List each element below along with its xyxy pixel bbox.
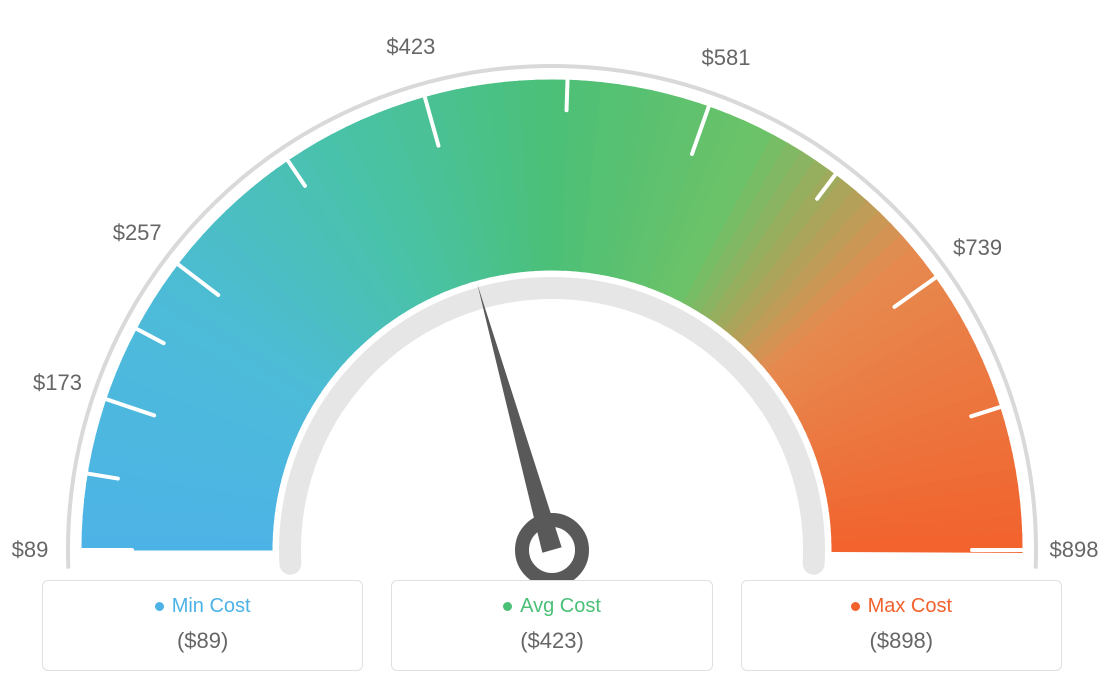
- legend-title: Min Cost: [155, 595, 251, 618]
- gauge-tick-label: $173: [33, 370, 82, 396]
- legend-card: Avg Cost ($423): [391, 580, 712, 671]
- legend-dot-icon: [851, 602, 860, 611]
- legend-value: ($423): [392, 628, 711, 654]
- legend-title-text: Avg Cost: [520, 595, 601, 618]
- legend-title-text: Max Cost: [868, 595, 952, 618]
- gauge-tick-label: $581: [701, 45, 750, 71]
- gauge-tick-label: $739: [953, 235, 1002, 261]
- legend-title: Max Cost: [851, 595, 952, 618]
- legend-value: ($898): [742, 628, 1061, 654]
- legend-row: Min Cost ($89) Avg Cost ($423) Max Cost ($898…: [42, 580, 1062, 671]
- legend-title-text: Min Cost: [172, 595, 251, 618]
- legend-dot-icon: [503, 602, 512, 611]
- legend-card: Max Cost ($898): [741, 580, 1062, 671]
- legend-dot-icon: [155, 602, 164, 611]
- legend-card: Min Cost ($89): [42, 580, 363, 671]
- gauge-tick-label: $423: [386, 34, 435, 60]
- legend-title: Avg Cost: [503, 595, 601, 618]
- cost-gauge: $89$173$257$423$581$739$898: [22, 20, 1082, 580]
- gauge-tick-label: $898: [1050, 537, 1099, 563]
- legend-value: ($89): [43, 628, 362, 654]
- gauge-tick-label: $257: [113, 220, 162, 246]
- gauge-tick-label: $89: [12, 537, 49, 563]
